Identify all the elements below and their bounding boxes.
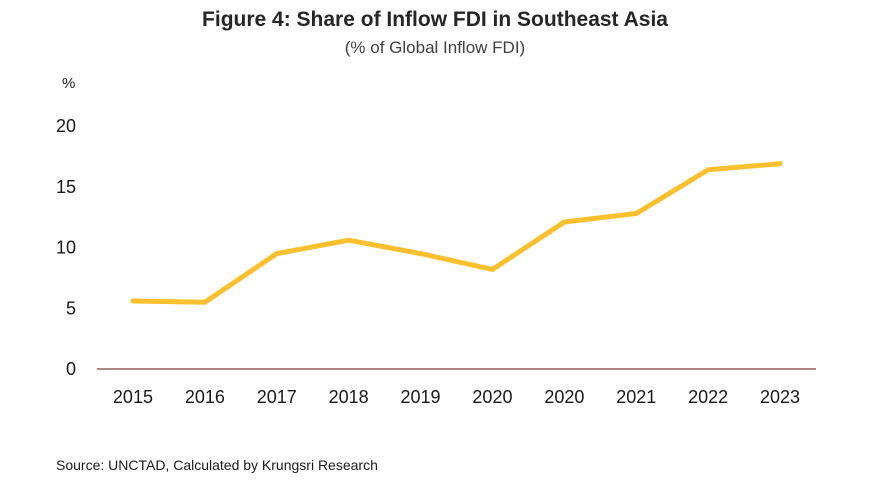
data-point — [274, 251, 280, 257]
chart-title: Figure 4: Share of Inflow FDI in Southea… — [202, 8, 668, 31]
data-point — [777, 161, 783, 167]
series-line — [130, 161, 783, 305]
x-tick-label: 2021 — [616, 387, 656, 407]
x-tick-label: 2015 — [113, 387, 153, 407]
y-axis-unit-label: % — [62, 75, 75, 92]
x-tick-label: 2018 — [329, 387, 369, 407]
x-tick-label: 2023 — [760, 387, 800, 407]
x-tick-label: 2022 — [688, 387, 728, 407]
x-tick-label: 2020 — [472, 387, 512, 407]
data-point — [561, 219, 567, 225]
y-tick-label: 10 — [56, 238, 76, 258]
y-axis-ticks: 0 5 10 15 20 — [56, 116, 76, 379]
x-axis-ticks: 2015 2016 2017 2018 2019 2020 2020 2021 2022 2023 — [113, 387, 800, 407]
data-point — [705, 167, 711, 173]
x-tick-label: 2019 — [401, 387, 441, 407]
y-tick-label: 0 — [66, 359, 76, 379]
data-point — [346, 237, 352, 243]
data-point — [130, 298, 136, 304]
x-tick-label: 2020 — [544, 387, 584, 407]
chart-subtitle: (% of Global Inflow FDI) — [344, 38, 526, 57]
data-point — [489, 266, 495, 272]
series-layer — [130, 161, 783, 305]
data-point — [418, 251, 424, 257]
source-note: Source: UNCTAD, Calculated by Krungsri R… — [56, 457, 378, 473]
y-tick-label: 5 — [66, 298, 76, 318]
x-tick-label: 2016 — [185, 387, 225, 407]
y-tick-label: 15 — [56, 177, 76, 197]
x-tick-label: 2017 — [257, 387, 297, 407]
data-point — [633, 210, 639, 216]
data-point — [202, 299, 208, 305]
y-tick-label: 20 — [56, 116, 76, 136]
